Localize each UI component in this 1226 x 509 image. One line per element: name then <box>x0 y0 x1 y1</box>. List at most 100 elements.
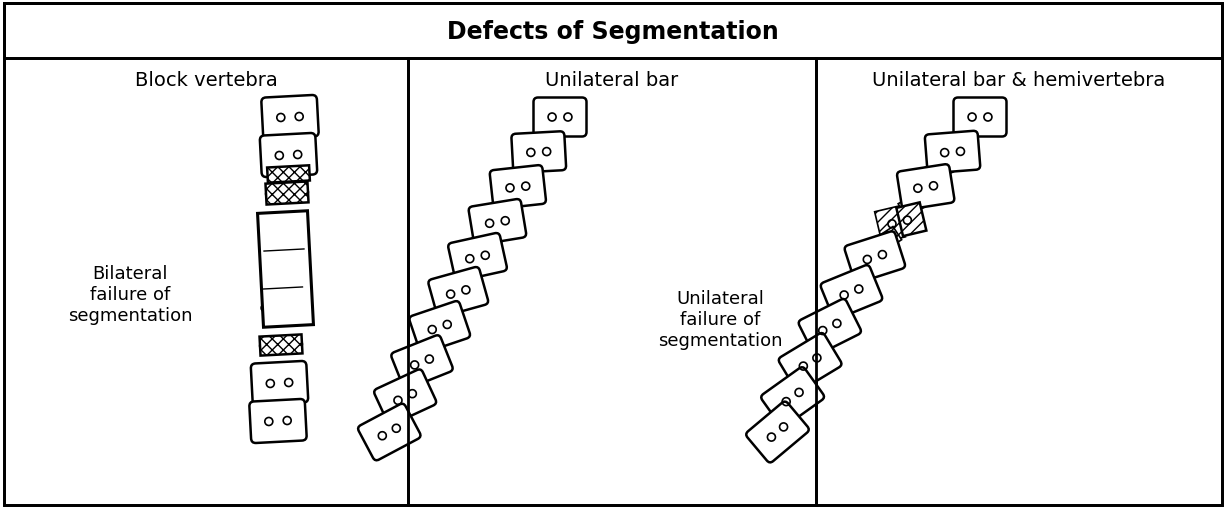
Ellipse shape <box>836 316 848 326</box>
FancyBboxPatch shape <box>391 335 452 389</box>
Ellipse shape <box>959 114 973 122</box>
Ellipse shape <box>539 114 553 122</box>
Bar <box>874 207 906 243</box>
Bar <box>805 331 834 359</box>
Ellipse shape <box>477 220 490 230</box>
Ellipse shape <box>370 434 384 444</box>
Bar <box>924 158 954 183</box>
Bar <box>873 227 901 253</box>
Ellipse shape <box>932 149 945 158</box>
FancyBboxPatch shape <box>468 200 526 245</box>
FancyBboxPatch shape <box>374 370 436 425</box>
FancyBboxPatch shape <box>779 333 841 391</box>
Text: Unilateral
failure of
segmentation: Unilateral failure of segmentation <box>658 290 782 349</box>
FancyBboxPatch shape <box>409 301 470 353</box>
Ellipse shape <box>879 221 893 231</box>
Ellipse shape <box>855 257 868 267</box>
Ellipse shape <box>259 380 272 388</box>
Ellipse shape <box>284 416 299 425</box>
Polygon shape <box>896 203 927 237</box>
Bar <box>825 277 859 315</box>
Bar <box>848 262 878 289</box>
Ellipse shape <box>438 292 451 301</box>
FancyBboxPatch shape <box>251 361 308 405</box>
Bar <box>414 312 446 349</box>
Ellipse shape <box>257 417 271 427</box>
Bar <box>493 194 521 217</box>
Ellipse shape <box>760 436 772 447</box>
Ellipse shape <box>411 386 424 397</box>
Ellipse shape <box>798 384 810 394</box>
Ellipse shape <box>402 362 416 373</box>
Ellipse shape <box>265 228 278 237</box>
Bar <box>257 211 314 328</box>
Ellipse shape <box>987 114 1000 122</box>
Bar <box>473 207 503 242</box>
Ellipse shape <box>260 342 275 351</box>
Bar <box>267 166 310 183</box>
Bar <box>787 365 815 394</box>
Bar <box>783 348 820 387</box>
FancyBboxPatch shape <box>260 134 318 178</box>
Bar <box>901 172 931 207</box>
FancyBboxPatch shape <box>820 266 883 319</box>
Ellipse shape <box>815 350 829 360</box>
Ellipse shape <box>294 188 308 197</box>
Ellipse shape <box>858 282 872 292</box>
Ellipse shape <box>504 216 519 225</box>
Bar <box>516 137 542 169</box>
Ellipse shape <box>810 328 824 338</box>
Bar <box>434 297 463 323</box>
Ellipse shape <box>517 149 532 158</box>
FancyBboxPatch shape <box>449 234 506 281</box>
Ellipse shape <box>288 340 302 349</box>
Bar <box>514 159 542 182</box>
FancyBboxPatch shape <box>897 165 954 210</box>
FancyBboxPatch shape <box>747 402 809 463</box>
FancyBboxPatch shape <box>761 367 824 427</box>
Ellipse shape <box>905 185 918 194</box>
FancyBboxPatch shape <box>490 166 546 209</box>
Ellipse shape <box>792 364 804 375</box>
Text: Unilateral bar & hemivertebra: Unilateral bar & hemivertebra <box>873 71 1166 90</box>
Ellipse shape <box>831 293 845 303</box>
Ellipse shape <box>289 302 304 311</box>
FancyBboxPatch shape <box>511 132 566 174</box>
FancyBboxPatch shape <box>533 98 586 137</box>
Bar <box>4 4 1222 59</box>
Bar <box>452 242 483 277</box>
Ellipse shape <box>264 266 277 275</box>
Text: Bilateral
failure of
segmentation: Bilateral failure of segmentation <box>67 265 192 324</box>
Ellipse shape <box>297 112 311 122</box>
Bar <box>899 192 927 218</box>
Ellipse shape <box>428 352 441 362</box>
Text: Defects of Segmentation: Defects of Segmentation <box>447 19 779 43</box>
Ellipse shape <box>566 114 581 122</box>
Ellipse shape <box>775 400 787 411</box>
FancyBboxPatch shape <box>249 399 306 443</box>
Bar <box>803 313 839 351</box>
FancyBboxPatch shape <box>954 98 1007 137</box>
Ellipse shape <box>266 190 280 199</box>
Bar <box>850 242 881 279</box>
Ellipse shape <box>395 420 408 431</box>
Ellipse shape <box>933 181 946 190</box>
Bar <box>494 172 522 206</box>
Ellipse shape <box>525 182 538 191</box>
Bar <box>266 182 309 205</box>
Bar <box>260 335 303 356</box>
Ellipse shape <box>291 264 305 273</box>
Ellipse shape <box>457 256 471 265</box>
Ellipse shape <box>419 327 433 336</box>
Text: Unilateral bar: Unilateral bar <box>546 71 679 90</box>
Ellipse shape <box>268 114 283 123</box>
Ellipse shape <box>546 148 560 156</box>
Bar <box>433 277 465 314</box>
FancyBboxPatch shape <box>428 268 488 317</box>
Bar <box>473 228 501 252</box>
Ellipse shape <box>906 215 921 224</box>
Ellipse shape <box>386 398 400 408</box>
Bar <box>454 263 482 288</box>
Ellipse shape <box>287 378 300 387</box>
Ellipse shape <box>497 185 511 193</box>
